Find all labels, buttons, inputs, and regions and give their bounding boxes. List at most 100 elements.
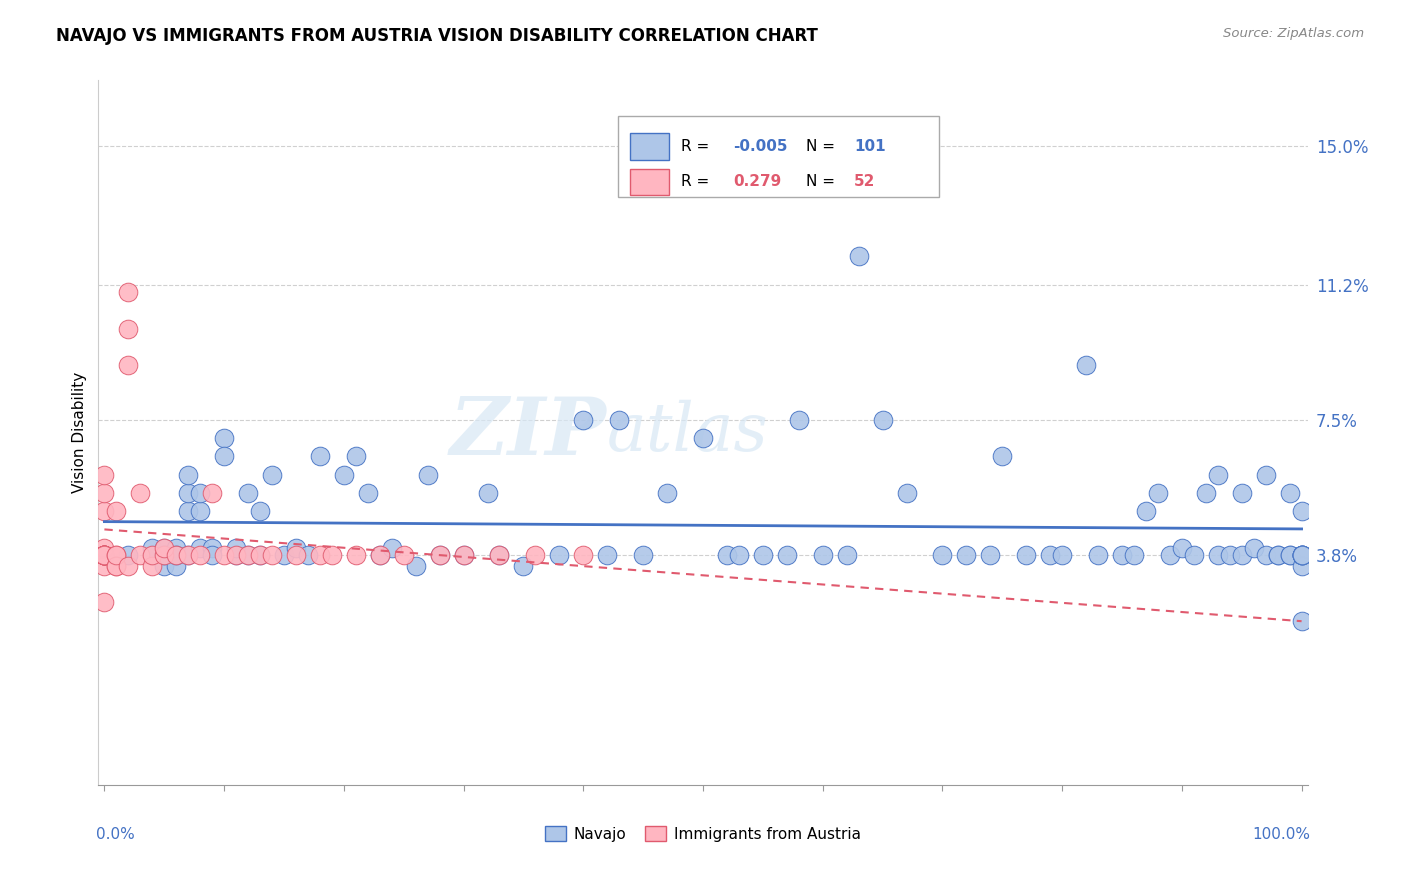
Text: N =: N = xyxy=(806,139,839,153)
Point xyxy=(93,595,115,609)
Text: Source: ZipAtlas.com: Source: ZipAtlas.com xyxy=(1223,27,1364,40)
Point xyxy=(955,548,977,562)
Point xyxy=(93,548,115,562)
FancyBboxPatch shape xyxy=(619,116,939,196)
Point xyxy=(1243,541,1265,555)
Point xyxy=(1111,548,1133,562)
Point xyxy=(1195,486,1218,500)
Point xyxy=(392,548,415,562)
Text: 52: 52 xyxy=(855,175,876,189)
Point xyxy=(1278,548,1301,562)
Point xyxy=(165,558,187,573)
Text: 0.279: 0.279 xyxy=(734,175,782,189)
Point xyxy=(236,486,259,500)
Point xyxy=(344,450,367,464)
Point xyxy=(1050,548,1073,562)
Point xyxy=(249,548,271,562)
Point xyxy=(1291,548,1313,562)
Point xyxy=(201,548,224,562)
Point xyxy=(105,558,128,573)
Point xyxy=(1291,504,1313,518)
Point xyxy=(524,548,547,562)
Point xyxy=(1291,548,1313,562)
Point xyxy=(141,541,163,555)
Point xyxy=(177,467,200,482)
Point xyxy=(1267,548,1289,562)
Point xyxy=(93,548,115,562)
Text: 101: 101 xyxy=(855,139,886,153)
Point xyxy=(1087,548,1109,562)
Point xyxy=(212,431,235,445)
Point xyxy=(201,541,224,555)
Point xyxy=(165,548,187,562)
Point xyxy=(177,548,200,562)
Point xyxy=(1171,541,1194,555)
Point xyxy=(153,548,176,562)
Point xyxy=(260,467,283,482)
Point xyxy=(129,548,152,562)
Text: 100.0%: 100.0% xyxy=(1251,827,1310,842)
Point xyxy=(153,558,176,573)
Point xyxy=(1219,548,1241,562)
Point xyxy=(297,548,319,562)
Point xyxy=(979,548,1001,562)
Point xyxy=(368,548,391,562)
Point xyxy=(548,548,571,562)
FancyBboxPatch shape xyxy=(630,133,669,160)
Point xyxy=(321,548,343,562)
Point xyxy=(488,548,510,562)
Point xyxy=(655,486,678,500)
Point xyxy=(93,548,115,562)
Point xyxy=(453,548,475,562)
Point xyxy=(416,467,439,482)
Point xyxy=(284,541,307,555)
Point xyxy=(141,558,163,573)
Point xyxy=(225,541,247,555)
Text: ZIP: ZIP xyxy=(450,394,606,471)
Point xyxy=(236,548,259,562)
Point xyxy=(896,486,918,500)
Point xyxy=(572,413,595,427)
Point xyxy=(93,548,115,562)
Point xyxy=(1278,486,1301,500)
Point xyxy=(225,548,247,562)
Point xyxy=(728,548,751,562)
Point xyxy=(357,486,380,500)
Point xyxy=(309,450,332,464)
Point xyxy=(165,548,187,562)
Point xyxy=(1230,486,1253,500)
Point xyxy=(249,504,271,518)
Point xyxy=(333,467,356,482)
Point xyxy=(1039,548,1062,562)
Point xyxy=(93,548,115,562)
Text: NAVAJO VS IMMIGRANTS FROM AUSTRIA VISION DISABILITY CORRELATION CHART: NAVAJO VS IMMIGRANTS FROM AUSTRIA VISION… xyxy=(56,27,818,45)
Point xyxy=(1147,486,1170,500)
Point xyxy=(93,486,115,500)
Text: -0.005: -0.005 xyxy=(734,139,787,153)
Point xyxy=(105,548,128,562)
Point xyxy=(1206,548,1229,562)
Point xyxy=(381,541,404,555)
Point xyxy=(177,486,200,500)
FancyBboxPatch shape xyxy=(630,169,669,195)
Point xyxy=(201,486,224,500)
Point xyxy=(188,541,211,555)
Point xyxy=(512,558,534,573)
Point xyxy=(1159,548,1181,562)
Point xyxy=(93,548,115,562)
Point xyxy=(1291,548,1313,562)
Point xyxy=(931,548,953,562)
Point xyxy=(776,548,799,562)
Point xyxy=(1267,548,1289,562)
Point xyxy=(93,541,115,555)
Point xyxy=(117,285,139,299)
Point xyxy=(1291,548,1313,562)
Point xyxy=(848,248,870,262)
Point xyxy=(141,548,163,562)
Point xyxy=(177,504,200,518)
Point xyxy=(872,413,894,427)
Point xyxy=(1291,558,1313,573)
Point xyxy=(93,548,115,562)
Point xyxy=(165,548,187,562)
Point xyxy=(153,548,176,562)
